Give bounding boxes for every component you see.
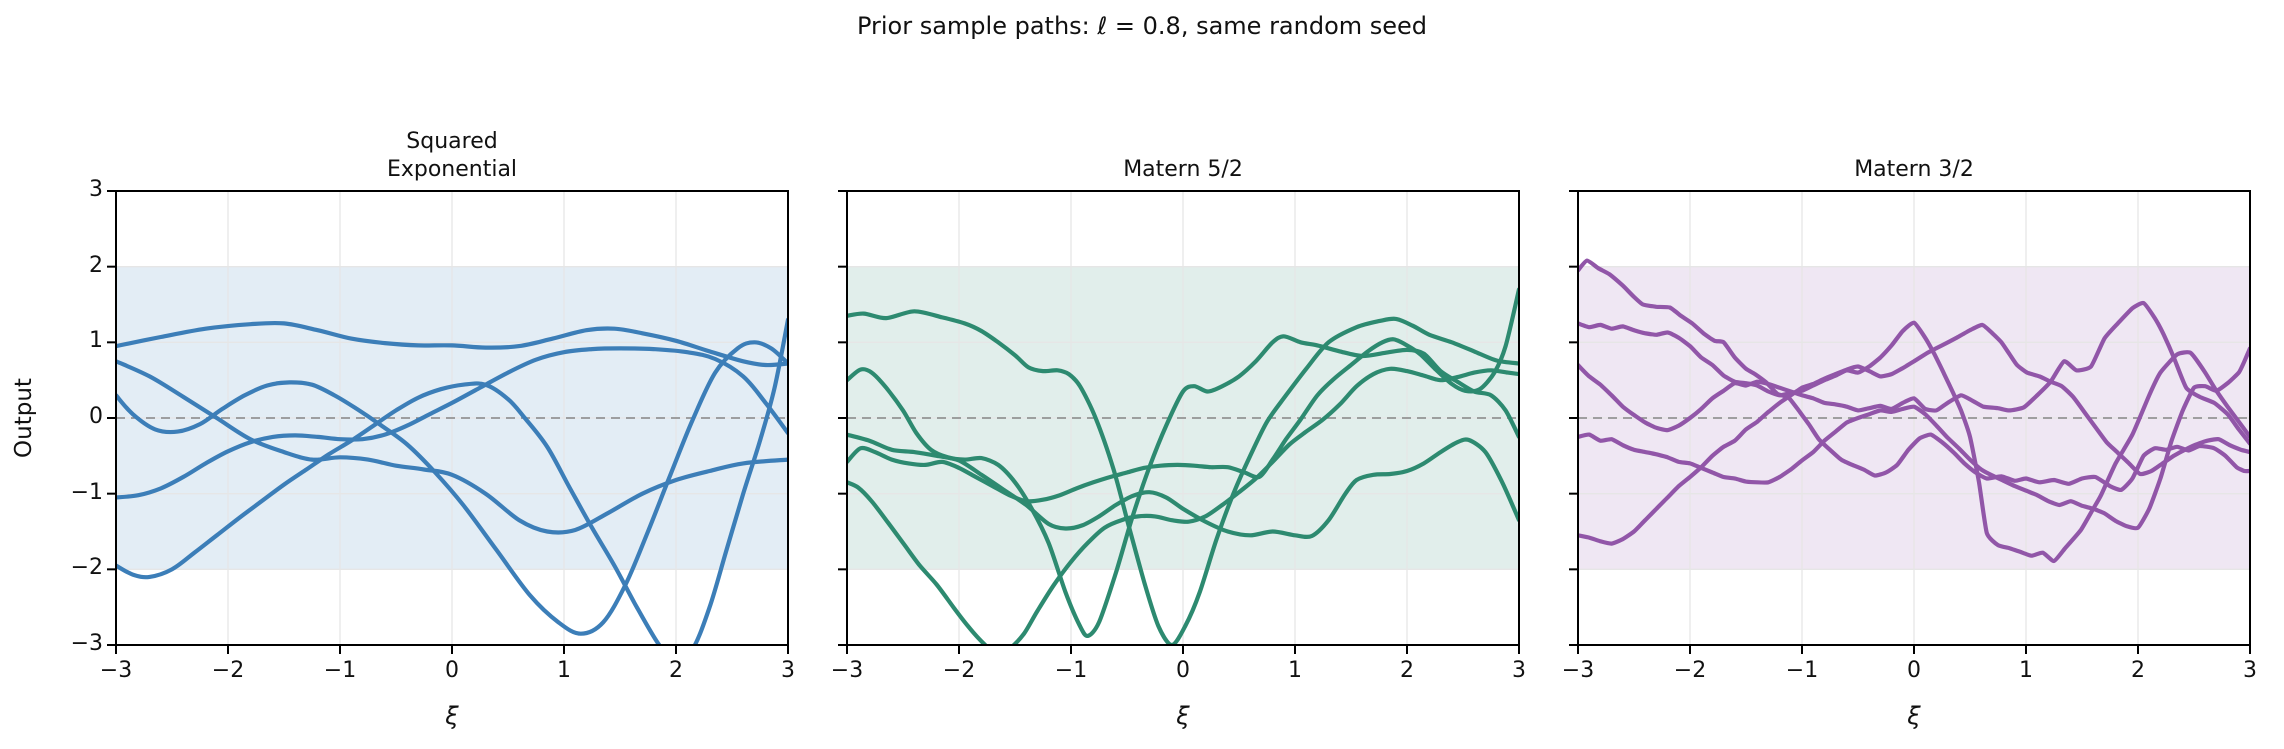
x-tick-label: −2 — [211, 658, 245, 683]
x-tick-label: 0 — [1176, 658, 1190, 683]
sample-path-sample-1 — [116, 320, 788, 368]
x-tick-label: 1 — [557, 658, 571, 683]
sample-path-sample-3 — [116, 340, 788, 636]
sample-path-sample-5 — [847, 366, 1519, 645]
subplot-title-matern-52: Matern 5/2 — [1123, 157, 1243, 182]
y-tick-label: −1 — [70, 479, 103, 505]
x-axis-label-3: ξ — [1907, 702, 1921, 730]
sample-path-sample-1 — [1578, 258, 2250, 493]
sample-paths — [1578, 258, 2250, 564]
x-tick-label: −2 — [942, 658, 976, 683]
x-tick-label: 3 — [2243, 658, 2257, 683]
tick-marks — [838, 190, 1520, 654]
x-tick-label: 2 — [2131, 658, 2145, 683]
x-tick-label: 1 — [1288, 658, 1302, 683]
tick-marks — [1569, 190, 2251, 654]
y-tick-label: −2 — [70, 555, 103, 581]
sample-paths — [116, 317, 788, 645]
subplot-0 — [107, 190, 789, 654]
sample-path-sample-1 — [847, 309, 1519, 645]
y-tick-label: 1 — [89, 328, 103, 354]
y-tick-label: −3 — [70, 631, 103, 656]
figure-title: Prior sample paths: ℓ = 0.8, same random… — [856, 12, 1428, 40]
sample-path-sample-2 — [1578, 320, 2250, 564]
sample-path-sample-3 — [1578, 300, 2250, 446]
x-tick-label: −3 — [99, 658, 133, 683]
x-tick-label: 3 — [1512, 658, 1526, 683]
x-axis-label-2: ξ — [1176, 702, 1190, 730]
subplot-2 — [1569, 190, 2251, 654]
x-tick-label: −3 — [1561, 658, 1595, 683]
sample-path-sample-4 — [1578, 346, 2250, 531]
subplot-title-squared-exponential: Squared Exponential — [386, 129, 518, 182]
x-tick-label: −1 — [1054, 658, 1088, 683]
sample-path-sample-5 — [1578, 322, 2250, 546]
x-tick-label: −3 — [830, 658, 864, 683]
x-tick-label: 0 — [1907, 658, 1921, 683]
x-axis-label-1: ξ — [445, 702, 459, 730]
x-tick-label: 0 — [445, 658, 459, 683]
sample-path-sample-5 — [116, 317, 788, 645]
y-tick-label: 0 — [89, 404, 103, 429]
x-tick-label: 2 — [669, 658, 683, 683]
x-tick-label: −1 — [323, 658, 357, 683]
x-tick-label: 1 — [2019, 658, 2033, 683]
tick-marks — [107, 190, 789, 654]
x-tick-label: −1 — [1785, 658, 1819, 683]
x-tick-label: 2 — [1400, 658, 1414, 683]
subplot-1 — [838, 190, 1520, 654]
sample-path-sample-2 — [116, 359, 788, 535]
x-tick-label: 3 — [781, 658, 795, 683]
sample-paths — [847, 287, 1519, 645]
sample-path-sample-3 — [847, 432, 1519, 540]
x-tick-label: −2 — [1673, 658, 1707, 683]
y-tick-label: 2 — [89, 252, 103, 278]
y-tick-label: 3 — [89, 177, 103, 202]
sample-path-sample-4 — [116, 346, 788, 500]
subplot-title-matern-32: Matern 3/2 — [1854, 157, 1974, 182]
sample-path-sample-4 — [847, 287, 1519, 504]
